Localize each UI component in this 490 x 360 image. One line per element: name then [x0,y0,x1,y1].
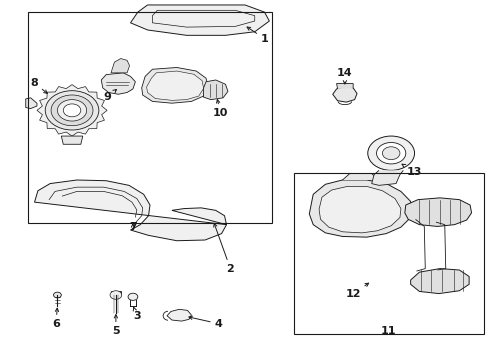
Polygon shape [411,269,469,294]
Polygon shape [203,80,228,100]
Circle shape [110,291,122,299]
Polygon shape [111,291,121,295]
Polygon shape [167,309,192,321]
Polygon shape [26,98,37,109]
Polygon shape [142,67,208,103]
Text: 10: 10 [213,99,228,118]
Text: 7: 7 [129,222,137,232]
Text: 1: 1 [247,27,269,44]
Text: 9: 9 [104,90,117,102]
Circle shape [63,104,81,117]
Circle shape [382,147,400,159]
Text: 3: 3 [133,307,141,321]
Text: 11: 11 [381,327,396,337]
Polygon shape [319,186,401,233]
Bar [28,12,272,223]
Circle shape [51,95,93,126]
Polygon shape [147,71,203,100]
Circle shape [53,292,61,298]
Text: 5: 5 [112,315,120,336]
Polygon shape [405,198,471,226]
Circle shape [57,100,87,121]
Polygon shape [343,174,379,180]
Polygon shape [333,86,357,102]
Polygon shape [101,73,135,94]
Circle shape [128,293,138,300]
Circle shape [45,91,99,130]
Text: 14: 14 [337,68,353,84]
Text: 8: 8 [31,78,47,93]
Polygon shape [309,180,411,237]
Polygon shape [130,5,270,35]
Text: 4: 4 [189,316,222,329]
Text: 13: 13 [402,164,422,177]
Polygon shape [372,170,403,185]
Polygon shape [61,136,83,144]
Circle shape [368,136,415,170]
Text: 2: 2 [214,224,234,274]
Polygon shape [37,85,107,136]
Circle shape [376,143,406,164]
Polygon shape [111,59,129,73]
Text: 6: 6 [52,308,60,329]
Text: 12: 12 [345,283,368,298]
Polygon shape [337,84,353,89]
Bar [294,173,484,334]
Polygon shape [34,180,226,241]
